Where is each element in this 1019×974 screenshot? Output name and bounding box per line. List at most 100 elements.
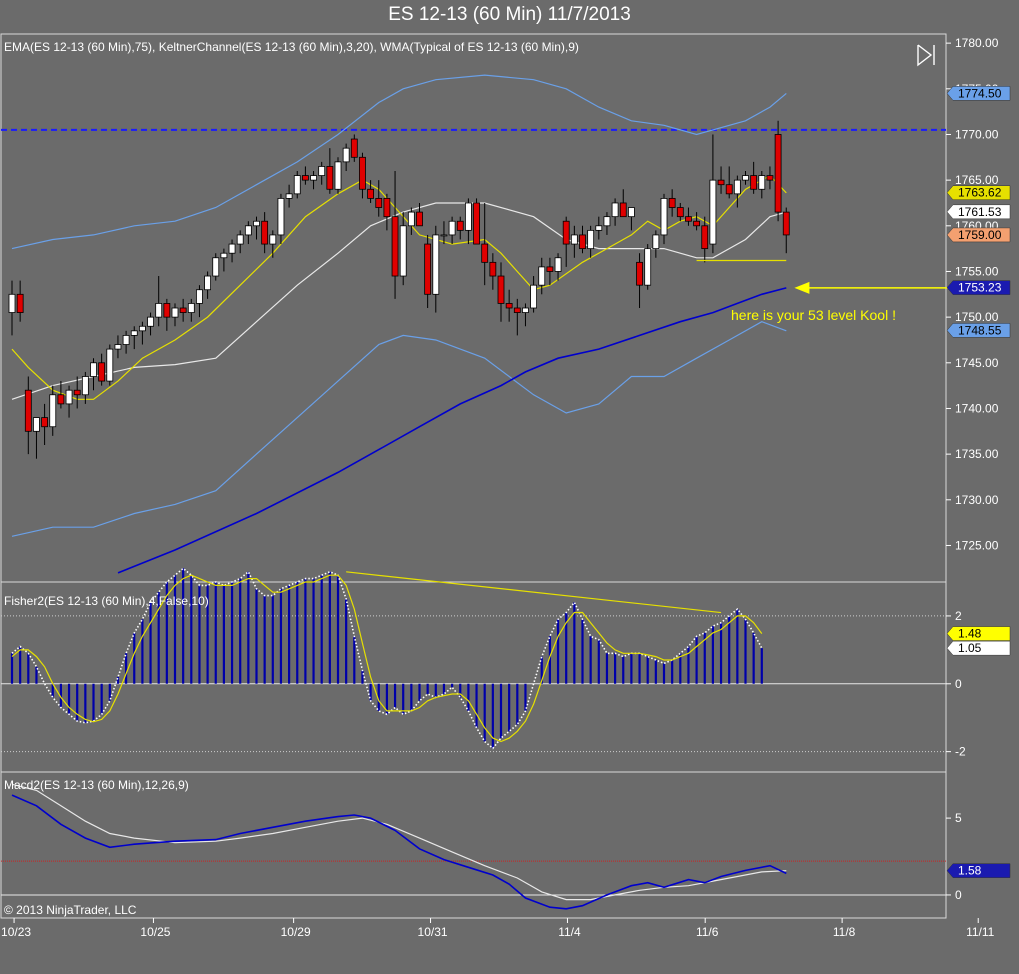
price-value-tag-label: 1774.50: [958, 86, 1002, 100]
candle-up: [236, 234, 244, 245]
candle-up: [293, 175, 301, 195]
candle-up: [269, 234, 277, 245]
keltner-upper-line: [11, 74, 787, 250]
copyright-label: © 2013 NinjaTrader, LLC: [4, 903, 137, 917]
candle-up: [758, 175, 766, 190]
annotation-text: here is your 53 level Kool !: [731, 307, 896, 323]
macd-plot: [1, 783, 946, 910]
price-tick-label: 1735.00: [955, 447, 999, 461]
macd-panel[interactable]: [0, 771, 947, 919]
candle-up: [196, 289, 203, 304]
candle-down: [725, 184, 733, 195]
keltner-lower-line: [11, 321, 787, 537]
candle-up: [310, 175, 317, 181]
candle-up: [122, 334, 130, 345]
candle-down: [41, 417, 48, 428]
candle-up: [522, 307, 529, 313]
candle-up: [220, 252, 228, 259]
fisher-value-tag-label: 1.05: [958, 641, 982, 655]
candle-up: [464, 202, 472, 231]
candle-down: [416, 211, 423, 227]
candle-up: [147, 316, 154, 327]
candle-down: [179, 307, 187, 313]
price-value-tag: [946, 185, 1011, 200]
keltner-mid-line: [11, 202, 787, 400]
candle-down: [774, 134, 782, 213]
annotation-arrow-head: [794, 281, 810, 294]
candle-up: [742, 175, 749, 181]
candle-down: [513, 307, 521, 313]
chart-title: ES 12-13 (60 Min) 11/7/2013: [388, 4, 631, 25]
price-tick-label: 1740.00: [955, 401, 999, 415]
candle-up: [90, 362, 97, 377]
x-tick-label: 11/4: [558, 925, 581, 939]
candle-up: [342, 147, 350, 163]
candle-down: [163, 303, 171, 318]
candle-up: [65, 389, 73, 405]
candle-down: [489, 261, 497, 277]
x-tick-label: 11/11: [966, 925, 995, 939]
fisher-value-tag-label: 1.48: [958, 627, 982, 641]
candle-up: [399, 225, 407, 277]
candle-up: [644, 248, 652, 286]
price-tick-label: 1725.00: [955, 538, 999, 552]
candle-down: [693, 220, 700, 227]
candle-down: [505, 303, 513, 309]
candle-up: [212, 257, 220, 277]
price-value-tag: [946, 86, 1011, 101]
candle-up: [432, 234, 440, 295]
macd-value-tag-label: 1.58: [958, 864, 982, 878]
price-tick-label: 1745.00: [955, 356, 999, 370]
candle-up: [253, 220, 260, 227]
candle-up: [538, 266, 546, 286]
candle-down: [481, 243, 489, 263]
price-value-tag-label: 1748.55: [958, 323, 1002, 337]
candle-down: [497, 275, 505, 304]
candle-up: [407, 211, 415, 227]
price-plot: [1, 74, 982, 574]
candle-down: [676, 207, 684, 218]
candle-up: [595, 225, 603, 231]
fisher-plot: [1, 567, 946, 753]
price-tick-label: 1730.00: [955, 493, 999, 507]
x-tick-label: 11/8: [833, 925, 856, 939]
candle-up: [660, 197, 668, 236]
candle-up: [277, 197, 285, 236]
x-tick-label: 11/6: [696, 925, 719, 939]
candle-up: [570, 234, 578, 245]
candle-up: [228, 243, 236, 254]
x-tick-label: 10/23: [1, 925, 31, 939]
candle-up: [8, 293, 16, 313]
candle-down: [579, 234, 586, 250]
axes-layer: 1780.001775.001770.001765.001760.001755.…: [1, 36, 1011, 939]
candle-down: [717, 179, 725, 186]
fisher-value-tag: [946, 640, 1011, 656]
candle-up: [611, 202, 619, 218]
x-tick-label: 10/25: [140, 925, 170, 939]
candle-up: [138, 325, 146, 332]
ema75-line: [117, 287, 787, 574]
candle-up: [114, 344, 122, 350]
candle-down: [766, 175, 774, 181]
price-value-tag-label: 1753.23: [958, 281, 1002, 295]
candle-down: [456, 220, 464, 231]
candle-up: [33, 417, 40, 432]
candle-down: [57, 394, 65, 405]
candle-down: [473, 202, 480, 245]
x-tick-label: 10/29: [281, 925, 311, 939]
macd-indicator-label: Macd2(ES 12-13 (60 Min),12,26,9): [4, 778, 189, 792]
candle-down: [383, 197, 391, 218]
candle-up: [334, 161, 342, 190]
candle-down: [24, 389, 32, 432]
macd-tick-label: 5: [955, 811, 962, 825]
macd-tick-label: 0: [955, 888, 962, 902]
price-value-tag-label: 1759.00: [958, 228, 1002, 242]
candle-down: [326, 166, 334, 190]
fisher-tick-label: 0: [955, 677, 962, 691]
price-value-tag: [946, 323, 1011, 338]
price-value-tag: [946, 204, 1011, 220]
scroll-to-end-icon[interactable]: [912, 42, 940, 68]
candle-up: [187, 303, 195, 313]
